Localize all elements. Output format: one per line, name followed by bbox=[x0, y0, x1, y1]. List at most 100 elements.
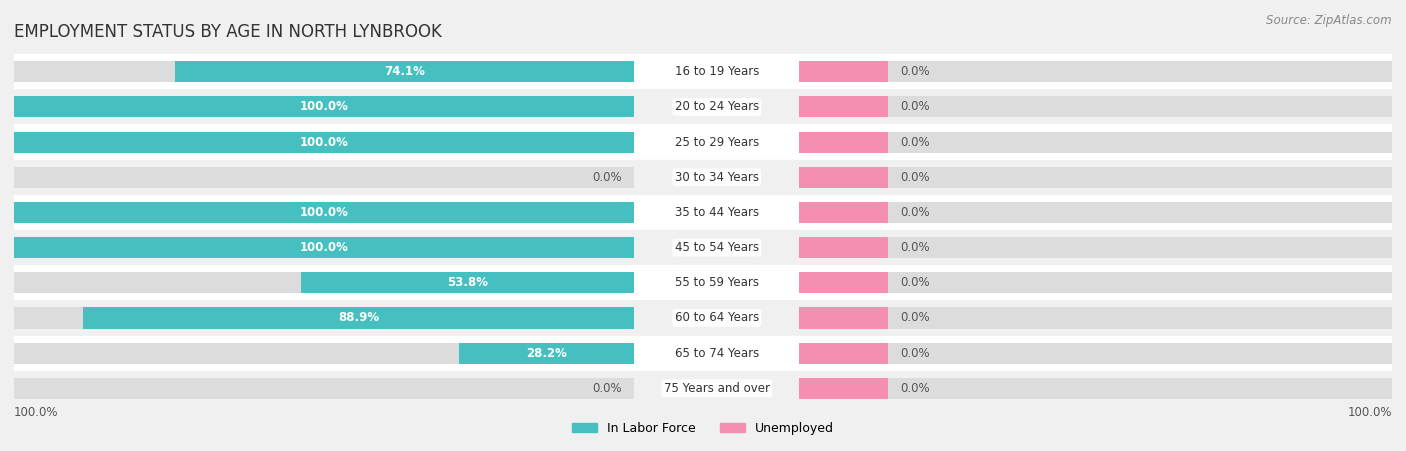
Bar bbox=[14, 61, 634, 82]
Bar bbox=[800, 308, 889, 328]
Bar bbox=[14, 378, 634, 399]
Bar bbox=[800, 97, 1392, 117]
Text: 45 to 54 Years: 45 to 54 Years bbox=[675, 241, 759, 254]
Bar bbox=[14, 97, 634, 117]
Bar bbox=[800, 132, 1392, 152]
Bar bbox=[14, 237, 634, 258]
Text: 0.0%: 0.0% bbox=[900, 136, 929, 148]
Text: 30 to 34 Years: 30 to 34 Years bbox=[675, 171, 759, 184]
Bar bbox=[800, 343, 1392, 364]
Text: 20 to 24 Years: 20 to 24 Years bbox=[675, 101, 759, 113]
Bar bbox=[14, 89, 634, 124]
Text: 75 Years and over: 75 Years and over bbox=[664, 382, 769, 395]
Bar bbox=[14, 371, 634, 406]
Bar bbox=[14, 195, 634, 230]
Bar bbox=[634, 336, 800, 371]
Text: 0.0%: 0.0% bbox=[592, 171, 621, 184]
Bar bbox=[800, 97, 889, 117]
Bar bbox=[634, 54, 800, 89]
Bar bbox=[634, 124, 800, 160]
Text: 0.0%: 0.0% bbox=[900, 65, 929, 78]
Bar bbox=[800, 265, 1392, 300]
Text: 55 to 59 Years: 55 to 59 Years bbox=[675, 276, 759, 289]
Bar bbox=[634, 89, 800, 124]
Bar bbox=[800, 230, 1392, 265]
Bar bbox=[800, 195, 1392, 230]
Bar bbox=[14, 202, 634, 223]
Bar bbox=[460, 343, 634, 364]
Text: 35 to 44 Years: 35 to 44 Years bbox=[675, 206, 759, 219]
Bar bbox=[634, 265, 800, 300]
Text: 0.0%: 0.0% bbox=[900, 312, 929, 324]
Bar bbox=[14, 343, 634, 364]
Bar bbox=[14, 308, 634, 328]
Bar bbox=[800, 237, 889, 258]
Bar bbox=[800, 336, 1392, 371]
Bar bbox=[174, 61, 634, 82]
Bar bbox=[634, 160, 800, 195]
Bar bbox=[301, 272, 634, 293]
Text: 0.0%: 0.0% bbox=[900, 171, 929, 184]
Text: 0.0%: 0.0% bbox=[900, 101, 929, 113]
Bar bbox=[14, 124, 634, 160]
Legend: In Labor Force, Unemployed: In Labor Force, Unemployed bbox=[567, 417, 839, 440]
Text: 0.0%: 0.0% bbox=[900, 241, 929, 254]
Bar bbox=[800, 167, 1392, 188]
Bar bbox=[800, 202, 889, 223]
Bar bbox=[800, 124, 1392, 160]
Bar bbox=[83, 308, 634, 328]
Bar bbox=[14, 237, 634, 258]
Bar bbox=[14, 300, 634, 336]
Bar bbox=[14, 132, 634, 152]
Bar bbox=[14, 167, 634, 188]
Text: 100.0%: 100.0% bbox=[1347, 406, 1392, 419]
Text: Source: ZipAtlas.com: Source: ZipAtlas.com bbox=[1267, 14, 1392, 27]
Bar bbox=[800, 61, 1392, 82]
Text: 16 to 19 Years: 16 to 19 Years bbox=[675, 65, 759, 78]
Bar bbox=[800, 54, 1392, 89]
Bar bbox=[14, 54, 634, 89]
Bar bbox=[800, 308, 1392, 328]
Bar bbox=[14, 336, 634, 371]
Text: 0.0%: 0.0% bbox=[900, 276, 929, 289]
Bar bbox=[800, 160, 1392, 195]
Text: 74.1%: 74.1% bbox=[384, 65, 425, 78]
Bar bbox=[800, 167, 889, 188]
Bar bbox=[800, 89, 1392, 124]
Bar bbox=[14, 272, 634, 293]
Bar bbox=[14, 132, 634, 152]
Bar bbox=[800, 371, 1392, 406]
Text: 28.2%: 28.2% bbox=[526, 347, 567, 359]
Text: 25 to 29 Years: 25 to 29 Years bbox=[675, 136, 759, 148]
Text: 0.0%: 0.0% bbox=[900, 382, 929, 395]
Bar bbox=[800, 202, 1392, 223]
Bar bbox=[800, 300, 1392, 336]
Bar bbox=[800, 378, 889, 399]
Bar bbox=[634, 195, 800, 230]
Text: 100.0%: 100.0% bbox=[299, 206, 349, 219]
Text: 100.0%: 100.0% bbox=[14, 406, 59, 419]
Text: 88.9%: 88.9% bbox=[337, 312, 380, 324]
Text: 100.0%: 100.0% bbox=[299, 101, 349, 113]
Bar bbox=[14, 265, 634, 300]
Text: 0.0%: 0.0% bbox=[900, 347, 929, 359]
Bar bbox=[800, 272, 889, 293]
Bar bbox=[634, 230, 800, 265]
Text: 100.0%: 100.0% bbox=[299, 136, 349, 148]
Text: 0.0%: 0.0% bbox=[592, 382, 621, 395]
Text: 100.0%: 100.0% bbox=[299, 241, 349, 254]
Bar bbox=[800, 61, 889, 82]
Bar bbox=[800, 343, 889, 364]
Bar bbox=[800, 378, 1392, 399]
Bar bbox=[634, 371, 800, 406]
Bar bbox=[800, 237, 1392, 258]
Bar bbox=[634, 300, 800, 336]
Bar bbox=[800, 132, 889, 152]
Bar bbox=[14, 202, 634, 223]
Bar bbox=[14, 230, 634, 265]
Text: 53.8%: 53.8% bbox=[447, 276, 488, 289]
Text: 65 to 74 Years: 65 to 74 Years bbox=[675, 347, 759, 359]
Bar bbox=[14, 160, 634, 195]
Text: EMPLOYMENT STATUS BY AGE IN NORTH LYNBROOK: EMPLOYMENT STATUS BY AGE IN NORTH LYNBRO… bbox=[14, 23, 441, 41]
Text: 60 to 64 Years: 60 to 64 Years bbox=[675, 312, 759, 324]
